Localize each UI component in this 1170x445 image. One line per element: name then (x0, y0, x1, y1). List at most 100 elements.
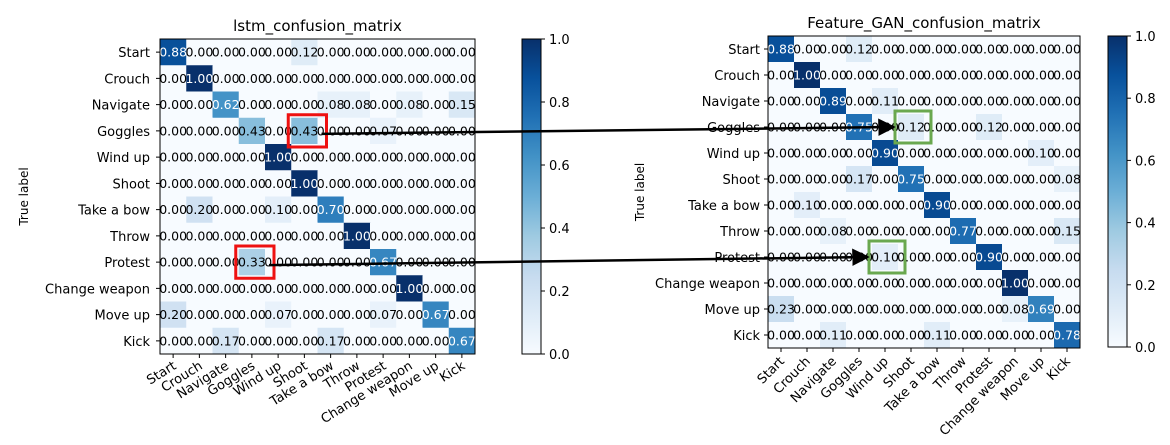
heatmap-cell (1002, 166, 1029, 193)
cell-value-label: 0.00 (897, 146, 925, 161)
cell-value-label: 0.00 (448, 71, 476, 86)
heatmap-cell (794, 140, 821, 167)
heatmap-cell (768, 62, 795, 89)
x-tick-label-kick: Kick (437, 358, 468, 385)
cell-value-label: 0.00 (845, 146, 873, 161)
heatmap-cell (898, 192, 925, 219)
heatmap-cell (846, 36, 873, 63)
heatmap-cell (1002, 140, 1029, 167)
cell-value-label: 0.00 (1053, 250, 1081, 265)
y-tick-label-shoot: Shoot (723, 173, 761, 188)
cell-value-label: 0.00 (897, 328, 925, 343)
heatmap-cell (396, 144, 423, 171)
cell-value-label: 0.00 (923, 42, 951, 57)
heatmap-cell (976, 114, 1003, 141)
heatmap-cell (768, 296, 795, 323)
colorbar-tick-label: 0.6 (549, 159, 570, 174)
colorbar-tick-label: 0.6 (1135, 154, 1156, 169)
cell-value-label: 0.00 (212, 255, 240, 270)
colorbar-tick-label: 0.0 (549, 348, 570, 363)
heatmap-cell (396, 222, 423, 250)
cell-value-label: 0.00 (949, 302, 977, 317)
y-tick-label-shoot: Shoot (113, 177, 151, 192)
heatmap-cell (265, 327, 292, 355)
heatmap-cell (768, 218, 795, 245)
heatmap-cell (846, 296, 873, 323)
heatmap-cell (898, 296, 925, 323)
heatmap-cell (820, 88, 847, 115)
y-tick-label-kick: Kick (733, 329, 760, 344)
cell-value-label: 0.00 (767, 198, 795, 213)
chart-title: Feature_GAN_confusion_matrix (807, 14, 1041, 33)
heatmap-cell (976, 140, 1003, 167)
heatmap-cell (976, 88, 1003, 115)
cell-value-label: 0.00 (767, 224, 795, 239)
cell-value-label: 0.00 (819, 276, 847, 291)
y-tick-label-change-weapon: Change weapon (45, 282, 150, 297)
cell-value-label: 0.00 (238, 333, 266, 348)
heatmap-cell (317, 170, 345, 197)
heatmap-cell (317, 196, 345, 224)
cell-value-label: 0.00 (975, 172, 1003, 187)
cell-value-label: 0.00 (1001, 172, 1029, 187)
heatmap-cell (160, 91, 187, 119)
cell-value-label: 0.00 (422, 150, 450, 165)
cell-value-label: 0.00 (212, 281, 240, 296)
cell-value-label: 0.00 (369, 333, 397, 348)
cell-value-label: 0.00 (395, 176, 423, 191)
cell-value-label: 0.00 (871, 198, 899, 213)
cell-value-label: 0.00 (212, 45, 240, 60)
heatmap-cell (186, 144, 213, 171)
cell-value-label: 0.00 (819, 172, 847, 187)
heatmap-cell (370, 117, 397, 145)
cell-value-label: 0.00 (897, 276, 925, 291)
cell-value-label: 0.00 (317, 255, 345, 270)
heatmap-cell (950, 296, 977, 323)
cell-value-label: 0.00 (343, 307, 371, 322)
cell-value-label: 0.00 (975, 68, 1003, 83)
cell-value-label: 0.00 (975, 276, 1003, 291)
heatmap-cell (950, 114, 977, 141)
cell-value-label: 0.00 (897, 42, 925, 57)
heatmap-cell (186, 196, 213, 224)
heatmap-cell (422, 170, 450, 197)
cell-value-label: 0.00 (871, 276, 899, 291)
cell-value-label: 0.00 (897, 198, 925, 213)
heatmap-cell (794, 296, 821, 323)
heatmap-cell (212, 144, 240, 171)
heatmap-cell (950, 36, 977, 63)
heatmap-cell (1002, 88, 1029, 115)
heatmap-cell (291, 39, 318, 66)
heatmap-cell (924, 218, 951, 245)
cell-value-label: 0.43 (238, 123, 266, 138)
heatmap-cell (212, 196, 240, 224)
cell-value-label: 0.00 (1027, 224, 1055, 239)
cell-value-label: 0.00 (343, 333, 371, 348)
cell-value-label: 0.00 (1001, 328, 1029, 343)
heatmap-cell (1028, 296, 1055, 323)
cell-value-label: 0.00 (369, 150, 397, 165)
cell-value-label: 0.08 (819, 224, 847, 239)
heatmap-cell (160, 144, 187, 171)
cell-value-label: 0.00 (422, 176, 450, 191)
heatmap-cell (1002, 114, 1029, 141)
heatmap-cell (924, 192, 951, 219)
heatmap-cell (265, 65, 292, 92)
heatmap-cell (160, 275, 187, 302)
cell-value-label: 0.00 (159, 97, 187, 112)
cell-value-label: 0.00 (185, 281, 213, 296)
cell-value-label: 0.00 (767, 276, 795, 291)
cell-value-label: 0.00 (793, 224, 821, 239)
cell-value-label: 0.00 (1001, 224, 1029, 239)
cell-value-label: 0.00 (448, 45, 476, 60)
cell-value-label: 0.00 (1001, 250, 1029, 265)
cell-value-label: 1.00 (185, 71, 213, 86)
y-tick-label-kick: Kick (123, 335, 150, 350)
cell-value-label: 0.00 (897, 94, 925, 109)
cell-value-label: 0.00 (343, 45, 371, 60)
heatmap-cell (820, 62, 847, 89)
cell-value-label: 0.00 (1027, 120, 1055, 135)
heatmap-cell (370, 39, 397, 66)
y-tick-label-navigate: Navigate (92, 99, 150, 114)
